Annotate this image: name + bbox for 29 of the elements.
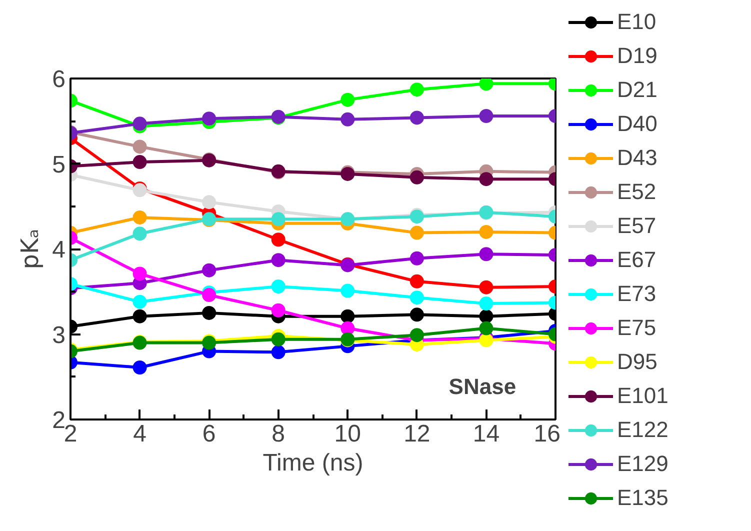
- annotation: SNase: [448, 374, 516, 400]
- legend-label: E129: [617, 450, 668, 478]
- x-tick-label: 16: [534, 420, 561, 448]
- legend-label: E67: [617, 246, 656, 274]
- x-tick-label: 14: [472, 420, 500, 448]
- x-tick-label: 4: [133, 420, 146, 448]
- x-axis-title: Time (ns): [262, 450, 364, 476]
- y-axis-title: pKₐ: [16, 228, 44, 270]
- legend-label: D21: [617, 76, 658, 104]
- x-tick-label: 10: [334, 420, 361, 448]
- legend-label: E73: [617, 280, 656, 308]
- legend-label: D43: [617, 144, 658, 172]
- legend-label: D95: [617, 348, 658, 376]
- x-tick-label: 8: [272, 420, 286, 448]
- y-tick-label: 4: [52, 236, 66, 264]
- legend-label: E101: [617, 382, 668, 410]
- x-tick-label: 6: [202, 420, 216, 448]
- legend-label: D19: [617, 42, 658, 70]
- legend-label: E10: [617, 8, 656, 36]
- legend-label: E135: [617, 484, 668, 512]
- legend-label: D40: [617, 110, 658, 138]
- legend-label: E75: [617, 314, 656, 342]
- x-tick-label: 12: [404, 420, 430, 448]
- y-tick-label: 6: [52, 66, 66, 93]
- y-tick-label: 5: [52, 151, 66, 178]
- legend-label: E52: [617, 178, 656, 206]
- legend-label: E122: [617, 416, 668, 444]
- y-tick-label: 3: [52, 322, 66, 349]
- legend-label: E57: [617, 212, 656, 240]
